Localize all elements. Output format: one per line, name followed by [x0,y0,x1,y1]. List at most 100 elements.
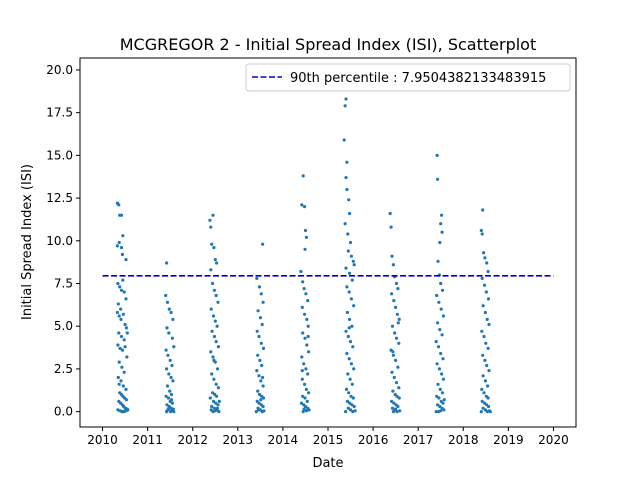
y-tick-label: 17.5 [46,106,73,120]
data-point [259,341,263,345]
data-point [435,153,439,157]
data-point [121,312,125,316]
data-point [125,355,129,359]
data-point [300,377,304,381]
data-point [259,398,263,402]
data-point [256,353,260,357]
data-point [435,362,439,366]
data-point [388,211,392,216]
data-point [257,285,262,289]
data-point [215,261,219,265]
data-point [303,228,308,233]
data-point [117,360,121,364]
legend-label: 90th percentile : 7.9504382133483915 [290,71,546,86]
y-tick-label: 2.5 [54,362,73,376]
y-tick-label: 12.5 [46,191,73,205]
data-point [488,410,492,414]
data-point [349,362,353,366]
data-point [397,317,401,321]
data-point [345,285,349,289]
data-point [347,391,351,395]
data-point [121,234,125,238]
data-point [390,324,395,328]
data-point [485,261,489,265]
data-point [120,365,124,369]
data-point [482,401,487,405]
data-point [124,398,128,402]
data-point [307,391,311,395]
data-point [440,391,445,395]
data-point [172,345,176,349]
data-point [392,375,396,380]
data-point [214,293,218,298]
data-point [115,310,119,315]
data-point [481,353,485,357]
data-point [166,353,170,357]
data-point [256,309,260,313]
data-point [481,304,485,308]
data-point [303,312,307,316]
data-point [347,357,351,361]
data-point [300,203,304,207]
data-point [436,403,440,407]
data-point [485,363,489,368]
data-point [352,404,356,409]
data-point [390,399,394,403]
data-point [391,350,395,354]
data-point [304,235,308,239]
data-point [210,329,214,333]
y-axis-label: Initial Spread Index (ISI) [20,164,35,320]
data-point [213,409,217,413]
data-point [397,396,401,400]
data-point [487,322,491,327]
data-point [349,254,353,258]
data-point [260,322,264,327]
data-point [305,317,309,321]
chart-title: MCGREGOR 2 - Initial Spread Index (ISI),… [120,35,536,54]
data-point [348,401,352,405]
data-point [165,261,169,265]
data-point [217,410,221,414]
data-point [307,350,311,354]
data-point [394,407,398,411]
data-point [482,334,486,339]
data-point [345,160,349,164]
data-point [119,246,124,250]
data-point [216,300,220,304]
data-point [353,409,357,413]
data-point [261,396,266,400]
data-point [348,211,352,216]
data-point [126,408,130,412]
data-point [435,394,439,398]
data-point [301,410,305,414]
data-point [390,292,394,296]
data-point [484,290,488,294]
data-point [212,246,216,250]
data-point [303,336,307,340]
data-point [481,374,485,378]
data-point [393,331,397,335]
data-point [442,398,446,402]
data-point [395,410,399,414]
data-point [117,331,121,335]
data-point [115,244,119,248]
data-point [352,304,356,308]
data-point [486,269,490,274]
data-point [119,307,123,311]
data-point [302,362,306,366]
data-point [436,321,440,325]
x-tick-label: 2020 [538,433,569,447]
data-point [165,410,169,414]
data-point [396,365,400,369]
data-point [396,287,400,291]
data-point [168,358,172,362]
data-point [209,225,213,229]
data-point [254,410,258,414]
y-axis: 0.0 2.5 5.0 7.5 10.0 12.5 15.0 17.5 20.0 [46,63,80,419]
data-point [117,382,121,386]
data-point [214,401,218,405]
data-point [439,222,443,226]
data-point [440,230,444,234]
data-point [164,394,168,398]
data-point [436,345,441,349]
